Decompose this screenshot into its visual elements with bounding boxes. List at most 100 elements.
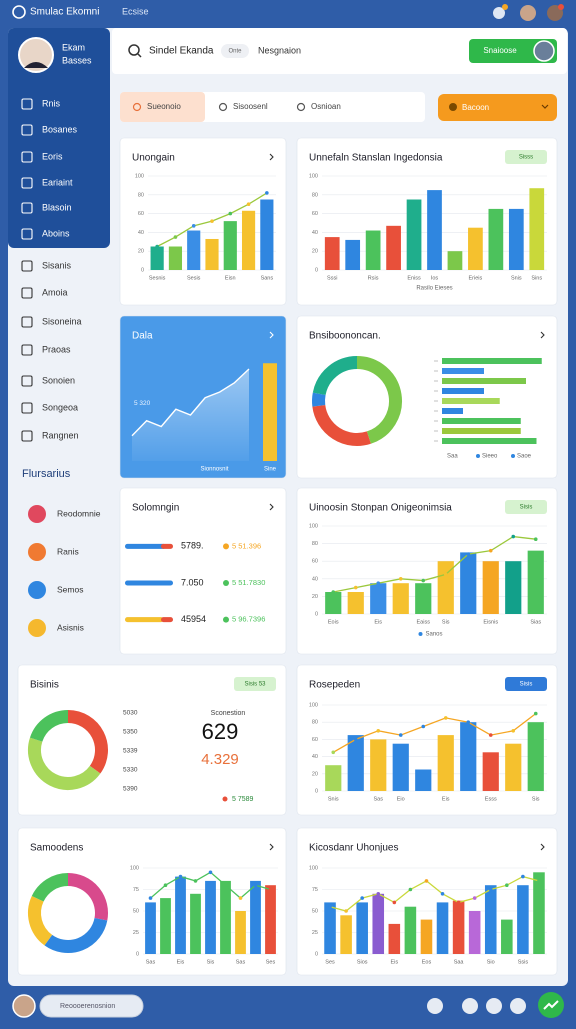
y-tick-label: 40 bbox=[138, 230, 144, 236]
x-tick-label: Eisnis bbox=[483, 619, 498, 625]
bar bbox=[223, 221, 237, 270]
bar bbox=[452, 900, 465, 954]
nav-item[interactable]: Sisanis bbox=[42, 260, 72, 270]
nav-item[interactable]: Sisoneina bbox=[42, 316, 82, 326]
card-badge[interactable] bbox=[505, 150, 547, 164]
notification-dot bbox=[502, 4, 508, 10]
line bbox=[329, 875, 540, 912]
donut-segment bbox=[28, 737, 101, 790]
progress-value: 7.050 bbox=[181, 577, 204, 587]
app-title: Smulac Ekomni bbox=[30, 7, 99, 18]
line-point bbox=[392, 900, 397, 905]
shortcut-label[interactable]: Ranis bbox=[57, 546, 79, 556]
nav-item[interactable]: Eariaint bbox=[42, 177, 73, 187]
search-link[interactable]: Nesgnaion bbox=[258, 45, 301, 55]
card-badge[interactable] bbox=[234, 677, 276, 691]
nav-item[interactable]: Sonoien bbox=[42, 375, 75, 385]
bar bbox=[442, 358, 542, 364]
bar bbox=[442, 398, 500, 404]
card-badge[interactable] bbox=[505, 677, 547, 691]
line-point bbox=[178, 874, 183, 879]
nav-item[interactable]: Aboins bbox=[42, 228, 70, 238]
nav-icon bbox=[21, 202, 33, 214]
card-chevron[interactable] bbox=[540, 843, 545, 851]
nav-item[interactable]: Praoas bbox=[42, 344, 71, 354]
nav-item[interactable]: Songeoa bbox=[42, 402, 78, 412]
x-label: Sionnosnit bbox=[200, 467, 228, 473]
line-point bbox=[421, 578, 426, 583]
card-chevron[interactable] bbox=[269, 843, 274, 851]
card-badge[interactable] bbox=[505, 500, 547, 514]
bar bbox=[442, 388, 484, 394]
bottom-icon[interactable] bbox=[486, 998, 502, 1014]
bottom-avatar[interactable] bbox=[12, 994, 36, 1018]
line-point bbox=[424, 879, 429, 883]
progress-value: 45954 bbox=[181, 614, 206, 624]
bar bbox=[235, 911, 246, 954]
card-chevron[interactable] bbox=[269, 503, 274, 511]
y-tick-label: 80 bbox=[312, 192, 318, 198]
x-tick-label: Eisn bbox=[225, 275, 236, 281]
dropdown-label: Bacoon bbox=[462, 103, 489, 112]
nav-item[interactable]: Rangnen bbox=[42, 430, 79, 440]
donut-segment bbox=[356, 356, 402, 444]
x-tick-label: Ses bbox=[325, 959, 335, 965]
legend-label: Sanos bbox=[426, 632, 443, 638]
bar bbox=[488, 208, 504, 270]
header-avatar[interactable] bbox=[533, 40, 555, 62]
card-chevron[interactable] bbox=[269, 331, 274, 339]
line-point bbox=[488, 887, 493, 892]
nav-icon bbox=[21, 287, 33, 299]
bottom-search[interactable] bbox=[39, 994, 144, 1018]
nav-icon bbox=[21, 98, 33, 110]
bottom-icon[interactable] bbox=[462, 998, 478, 1014]
nav-item[interactable]: Amoia bbox=[42, 287, 68, 297]
y-tick-label: 40 bbox=[312, 576, 318, 582]
line-point bbox=[533, 711, 538, 716]
bar bbox=[527, 722, 544, 791]
dropdown[interactable] bbox=[438, 94, 557, 121]
line-point bbox=[511, 729, 516, 733]
line-point bbox=[398, 577, 403, 581]
bar bbox=[427, 190, 442, 270]
donut-segment bbox=[312, 392, 326, 407]
bottom-icon[interactable] bbox=[427, 998, 443, 1014]
donut-segment bbox=[28, 895, 53, 946]
shortcut-icon bbox=[28, 619, 46, 637]
y-tick-label: 60 bbox=[312, 737, 318, 743]
nav-item[interactable]: Rnis bbox=[42, 98, 61, 108]
shortcut-label[interactable]: Reodomnie bbox=[57, 508, 101, 518]
filter-label[interactable]: Osnioan bbox=[311, 102, 341, 111]
shortcut-label[interactable]: Asisnis bbox=[57, 622, 84, 632]
y-tick-label: 100 bbox=[309, 865, 318, 871]
nav-icon bbox=[21, 375, 33, 387]
line-point bbox=[443, 572, 448, 577]
search-chip[interactable] bbox=[221, 44, 249, 58]
card-chevron[interactable] bbox=[540, 331, 545, 339]
nav-icon bbox=[21, 151, 33, 163]
header-button[interactable] bbox=[469, 39, 557, 63]
shortcut-icon bbox=[28, 505, 46, 523]
profile-avatar[interactable] bbox=[18, 37, 54, 73]
card-badge-label: Sisis bbox=[520, 505, 533, 511]
search-text[interactable]: Sindel Ekanda bbox=[149, 46, 214, 57]
nav-item[interactable]: Blasoin bbox=[42, 202, 72, 212]
card-chevron[interactable] bbox=[269, 153, 274, 161]
filter-label[interactable]: Sueonoio bbox=[147, 102, 181, 111]
card-badge-label: Sisss bbox=[519, 155, 533, 161]
legend-dot bbox=[476, 454, 480, 458]
nav-item[interactable]: Eoris bbox=[42, 151, 63, 161]
shortcut-label[interactable]: Semos bbox=[57, 584, 83, 594]
bottom-icon[interactable] bbox=[510, 998, 526, 1014]
profile-name: Ekam bbox=[62, 42, 85, 52]
x-tick-label: Ios bbox=[431, 275, 439, 281]
avatar[interactable] bbox=[520, 5, 536, 21]
x-tick-label: Eaiss bbox=[417, 619, 431, 625]
line-point bbox=[466, 552, 471, 556]
filter-label[interactable]: Sisoosenl bbox=[233, 102, 268, 111]
filter-active[interactable] bbox=[120, 92, 205, 122]
y-tick-label: 100 bbox=[130, 865, 139, 871]
nav-item[interactable]: Bosanes bbox=[42, 124, 78, 134]
notification-icon[interactable] bbox=[493, 7, 505, 19]
